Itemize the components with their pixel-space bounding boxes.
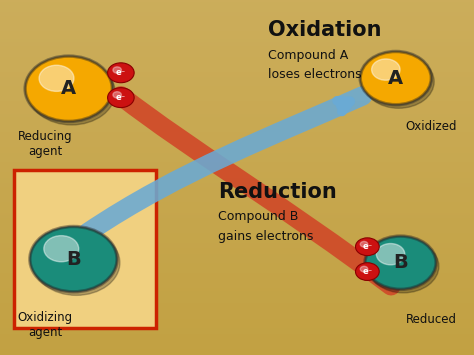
Circle shape	[108, 63, 134, 83]
Text: gains electrons: gains electrons	[218, 230, 313, 242]
Circle shape	[360, 241, 368, 247]
Text: A: A	[388, 69, 403, 88]
Text: Compound B: Compound B	[218, 210, 299, 223]
Circle shape	[356, 238, 379, 256]
Circle shape	[33, 230, 120, 295]
Circle shape	[44, 236, 79, 262]
Circle shape	[39, 65, 74, 91]
Text: Oxidizing
agent: Oxidizing agent	[18, 311, 73, 339]
Text: Reduced: Reduced	[406, 313, 457, 326]
Circle shape	[356, 263, 379, 280]
Circle shape	[365, 236, 436, 289]
Text: Compound A: Compound A	[268, 49, 348, 61]
Circle shape	[113, 92, 121, 98]
Circle shape	[108, 88, 134, 108]
Text: B: B	[393, 253, 408, 272]
Text: loses electrons: loses electrons	[268, 68, 362, 81]
Text: Oxidized: Oxidized	[406, 120, 457, 132]
Text: e⁻: e⁻	[116, 93, 126, 102]
Circle shape	[376, 244, 405, 265]
Text: Reduction: Reduction	[218, 182, 337, 202]
Circle shape	[360, 51, 431, 105]
Text: e⁻: e⁻	[362, 242, 373, 251]
Circle shape	[28, 60, 115, 125]
Text: e⁻: e⁻	[116, 68, 126, 77]
Text: A: A	[61, 79, 76, 98]
Circle shape	[360, 266, 368, 272]
Circle shape	[30, 226, 117, 292]
Circle shape	[25, 56, 112, 121]
Circle shape	[368, 240, 439, 293]
Text: e⁻: e⁻	[362, 267, 373, 276]
Text: Oxidation: Oxidation	[268, 20, 381, 40]
FancyBboxPatch shape	[14, 170, 156, 328]
Text: B: B	[66, 250, 81, 269]
Circle shape	[113, 67, 121, 73]
Text: Reducing
agent: Reducing agent	[18, 130, 73, 158]
Circle shape	[372, 59, 400, 80]
Circle shape	[363, 55, 434, 108]
